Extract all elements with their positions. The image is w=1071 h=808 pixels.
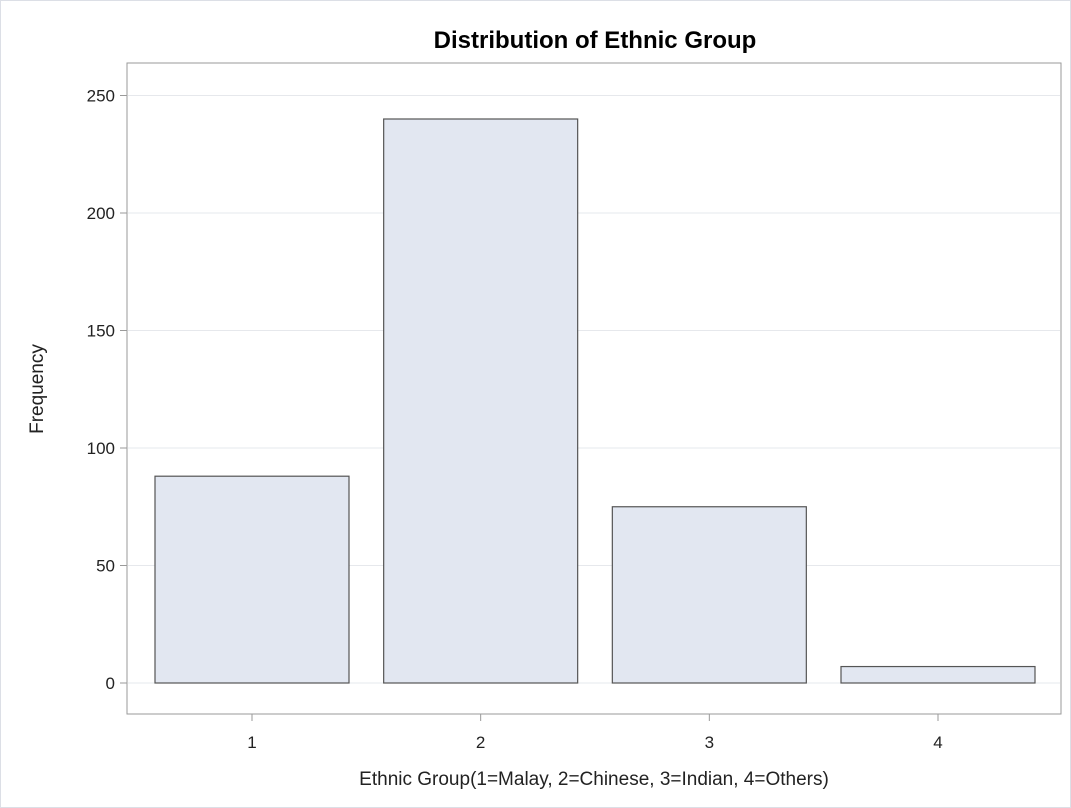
x-tick-label: 4	[933, 733, 942, 752]
bar-3	[611, 506, 807, 684]
y-tick-label: 150	[87, 322, 115, 341]
y-tick-label: 250	[87, 87, 115, 106]
y-tick-label: 50	[96, 557, 115, 576]
y-tick-label: 0	[106, 674, 115, 693]
x-axis-label: Ethnic Group(1=Malay, 2=Chinese, 3=India…	[359, 769, 829, 790]
y-tick-label: 200	[87, 204, 115, 223]
y-axis-label: Frequency	[27, 344, 48, 434]
x-axis-ticks: 1 2 3 4	[247, 714, 943, 752]
x-tick-label: 2	[476, 733, 485, 752]
bar-4	[840, 665, 1036, 684]
x-tick-label: 1	[247, 733, 256, 752]
x-tick-label: 3	[705, 733, 714, 752]
bar-1	[154, 475, 350, 684]
bars	[154, 118, 1036, 684]
bar-2	[383, 118, 579, 684]
y-axis-ticks: 0 50 100 150 200 250	[87, 87, 127, 693]
y-tick-label: 100	[87, 439, 115, 458]
chart-title: Distribution of Ethnic Group	[434, 27, 757, 54]
